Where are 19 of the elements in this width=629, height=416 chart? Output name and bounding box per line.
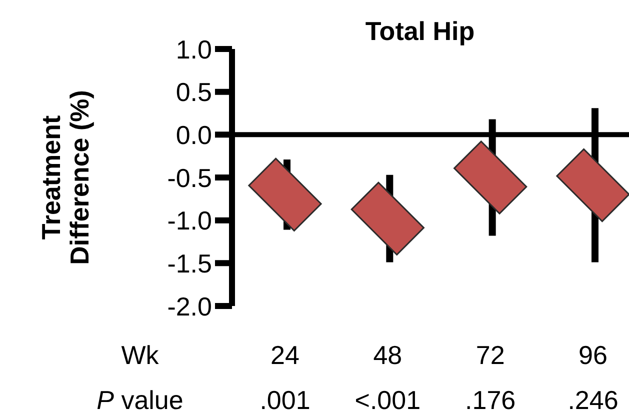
text: P value <box>96 385 184 415</box>
y-tick-label: -0.5 <box>167 162 212 193</box>
text: .246 <box>568 385 618 415</box>
y-tick-label: -2.0 <box>167 291 212 322</box>
x-tick-label: 72 <box>476 340 505 370</box>
y-axis-title: Treatment Difference (%) <box>36 90 95 265</box>
y-tick-label: -1.0 <box>167 206 212 236</box>
y-tick-label: 0.5 <box>176 77 212 108</box>
chart-title: Total Hip <box>365 16 475 46</box>
x-tick-label: 96 <box>578 340 608 370</box>
y-tick-label: 1.0 <box>176 34 212 64</box>
x-tick-label: 48 <box>373 340 402 370</box>
text: .001 <box>260 385 310 415</box>
text: <.001 <box>354 385 421 415</box>
x-tick-label: 24 <box>270 340 300 370</box>
x-axis-title: Wk <box>121 340 160 370</box>
y-tick-label: -1.5 <box>167 248 212 279</box>
text: .176 <box>465 385 516 415</box>
y-tick-label: 0.0 <box>176 120 212 150</box>
